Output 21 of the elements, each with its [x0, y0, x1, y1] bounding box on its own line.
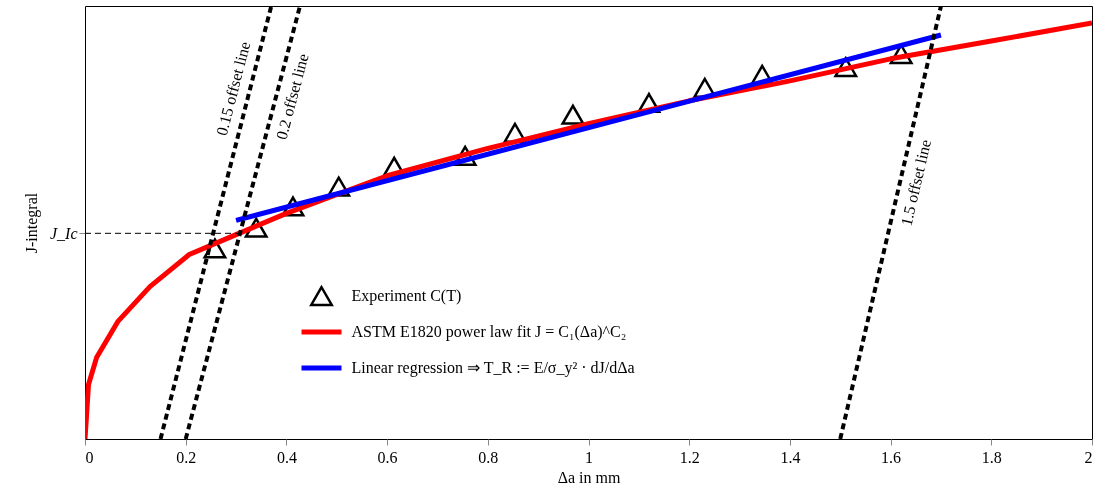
- x-axis-title: Δa in mm: [557, 468, 621, 486]
- x-tick-label: 0.8: [478, 448, 499, 466]
- x-tick-label: 0.4: [276, 448, 297, 466]
- text: 0.15 offset line: [213, 39, 254, 138]
- y-axis-title: J-integral: [22, 192, 41, 254]
- x-tick-label: 0.2: [176, 448, 197, 466]
- legend-label: Linear regression ⇒ T_R := E/σ_y² · dJ/dΔa: [351, 359, 635, 378]
- point: [561, 104, 585, 125]
- x-tick-label: 2: [1084, 448, 1093, 466]
- text: 1.5 offset line: [897, 137, 935, 228]
- legend-label: Experiment C(T): [351, 287, 462, 306]
- x-tick-label: 1.6: [881, 448, 902, 466]
- x-tick-label: 1.2: [679, 448, 700, 466]
- legend-label: ASTM E1820 power law fit J = C₁(Δa)^C₂: [351, 323, 627, 342]
- x-tick-label: 1.4: [780, 448, 801, 466]
- text: 0.2 offset line: [272, 51, 312, 142]
- ref-line-label: J_Ic: [49, 224, 78, 242]
- x-tick-label: 1: [585, 448, 593, 466]
- x-tick-label: 1.8: [981, 448, 1002, 466]
- x-tick-label: 0: [85, 448, 94, 466]
- x-tick-label: 0.6: [377, 448, 398, 466]
